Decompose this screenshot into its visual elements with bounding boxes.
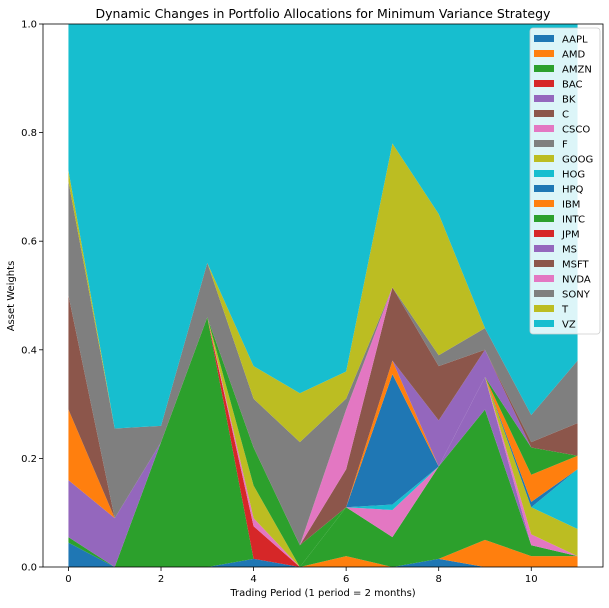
legend-label-goog: GOOG xyxy=(562,155,593,166)
legend-label-ms: MS xyxy=(562,245,577,256)
area-amzn xyxy=(68,317,578,567)
y-axis-label: Asset Weights xyxy=(6,261,17,332)
legend-swatch-c xyxy=(534,110,554,117)
y-tick-label: 0.2 xyxy=(21,454,37,465)
legend-label-bk: BK xyxy=(562,95,576,106)
legend-label-c: C xyxy=(562,110,569,121)
legend-swatch-f xyxy=(534,140,554,147)
x-tick-label: 4 xyxy=(250,574,256,585)
legend-swatch-vz xyxy=(534,320,554,327)
legend-swatch-csco xyxy=(534,125,554,132)
legend-label-f: F xyxy=(562,140,568,151)
legend-swatch-bk xyxy=(534,95,554,102)
legend-swatch-goog xyxy=(534,155,554,162)
legend-label-hpq: HPQ xyxy=(562,185,584,196)
y-tick-label: 0.6 xyxy=(21,237,37,248)
legend-label-sony: SONY xyxy=(562,290,591,301)
legend-swatch-ibm xyxy=(534,200,554,207)
y-tick-label: 0.0 xyxy=(21,563,37,574)
legend-swatch-hog xyxy=(534,170,554,177)
legend-label-nvda: NVDA xyxy=(562,275,591,286)
area-bk xyxy=(68,317,578,567)
legend: AAPL AMD AMZN BAC BK C CSCO F GOOG HOG HPQ IBM INTC J… xyxy=(529,27,601,335)
legend-swatch-ms xyxy=(534,245,554,252)
area-amd xyxy=(68,539,578,567)
areas-layer xyxy=(68,24,578,567)
legend-swatch-sony xyxy=(534,290,554,297)
legend-label-jpm: JPM xyxy=(561,230,580,241)
legend-label-amzn: AMZN xyxy=(562,65,592,76)
legend-swatch-t xyxy=(534,305,554,312)
x-axis-label: Trading Period (1 period = 2 months) xyxy=(229,588,415,599)
axes-layer: 0 2 4 6 8 10 0.0 0.2 0.4 0.6 0.8 1.0 xyxy=(21,20,604,585)
legend-label-intc: INTC xyxy=(562,215,585,226)
legend-swatch-amzn xyxy=(534,65,554,72)
x-tick-label: 0 xyxy=(65,574,71,585)
legend-swatch-amd xyxy=(534,50,554,57)
legend-swatch-msft xyxy=(534,260,554,267)
x-tick-label: 10 xyxy=(525,574,538,585)
plot-frame xyxy=(42,23,604,568)
area-vz xyxy=(68,24,578,429)
legend-swatch-nvda xyxy=(534,275,554,282)
legend-box xyxy=(529,27,601,335)
legend-label-hog: HOG xyxy=(562,170,585,181)
x-tick-label: 2 xyxy=(158,574,164,585)
x-tick-label: 8 xyxy=(436,574,442,585)
y-tick-label: 0.4 xyxy=(21,345,37,356)
x-tick-label: 6 xyxy=(343,574,349,585)
legend-label-vz: VZ xyxy=(562,320,576,331)
area-nvda xyxy=(68,287,578,546)
legend-label-amd: AMD xyxy=(562,50,585,61)
area-sony xyxy=(68,181,578,546)
legend-label-t: T xyxy=(561,305,569,316)
legend-swatch-aapl xyxy=(534,35,554,42)
legend-swatch-hpq xyxy=(534,185,554,192)
legend-label-ibm: IBM xyxy=(562,200,580,211)
legend-swatch-jpm xyxy=(534,230,554,237)
legend-label-csco: CSCO xyxy=(562,125,590,136)
y-tick-label: 1.0 xyxy=(21,20,37,31)
legend-label-msft: MSFT xyxy=(562,260,590,271)
legend-label-aapl: AAPL xyxy=(562,35,588,46)
legend-swatch-intc xyxy=(534,215,554,222)
legend-label-bac: BAC xyxy=(562,80,583,91)
chart-title: Dynamic Changes in Portfolio Allocations… xyxy=(96,6,552,21)
y-tick-label: 0.8 xyxy=(21,128,37,139)
legend-swatch-bac xyxy=(534,80,554,87)
